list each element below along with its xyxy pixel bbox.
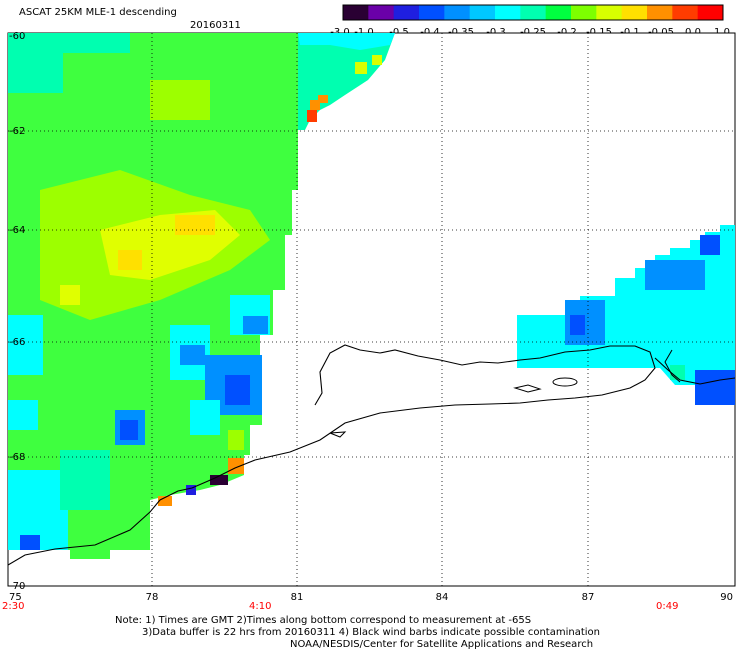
colorbar-swatch — [393, 5, 420, 20]
latitude-tick-label: -66 — [9, 337, 25, 348]
colorbar-swatch — [621, 5, 648, 20]
time-label-west: 2:30 — [2, 601, 24, 612]
latitude-labels: -60 -62 -64 -66 -68 -70 — [9, 31, 25, 592]
time-label-mid: 4:10 — [249, 601, 271, 612]
colorbar-swatch — [647, 5, 673, 20]
colorbar-swatch — [444, 5, 471, 20]
longitude-tick-label: 75 — [9, 592, 22, 603]
colorbar-swatch — [368, 5, 395, 20]
colorbar-swatch — [545, 5, 572, 20]
latitude-tick-label: -70 — [9, 581, 25, 592]
colorbar-swatch — [596, 5, 623, 20]
colorbar-swatch — [672, 5, 699, 20]
longitude-tick-label: 84 — [436, 592, 449, 603]
wind-swath — [8, 33, 735, 586]
colorbar-swatch — [697, 5, 724, 20]
colorbar-swatch — [520, 5, 547, 20]
product-title: ASCAT 25KM MLE-1 descending — [19, 7, 177, 18]
colorbar-swatch — [495, 5, 521, 20]
longitude-labels: 75 78 81 84 87 90 — [9, 592, 733, 603]
product-date: 20160311 — [190, 20, 241, 31]
colorbar-swatch — [571, 5, 597, 20]
colorbar-swatch — [419, 5, 445, 20]
latitude-tick-label: -68 — [9, 452, 25, 463]
longitude-tick-label: 81 — [291, 592, 304, 603]
colorbar-border — [342, 4, 724, 21]
colorbar-swatch — [343, 5, 369, 20]
latitude-tick-label: -64 — [9, 225, 25, 236]
note-line-3: NOAA/NESDIS/Center for Satellite Applica… — [290, 639, 593, 650]
note-line-2: 3)Data buffer is 22 hrs from 20160311 4)… — [142, 627, 600, 638]
colorbar-swatch — [469, 5, 496, 20]
longitude-tick-label: 78 — [146, 592, 159, 603]
latitude-tick-label: -60 — [9, 31, 25, 42]
colorbar — [342, 4, 724, 21]
longitude-tick-label: 87 — [582, 592, 595, 603]
note-line-1: Note: 1) Times are GMT 2)Times along bot… — [115, 615, 531, 626]
latitude-tick-label: -62 — [9, 126, 25, 137]
time-label-east: 0:49 — [656, 601, 678, 612]
longitude-tick-label: 90 — [720, 592, 733, 603]
